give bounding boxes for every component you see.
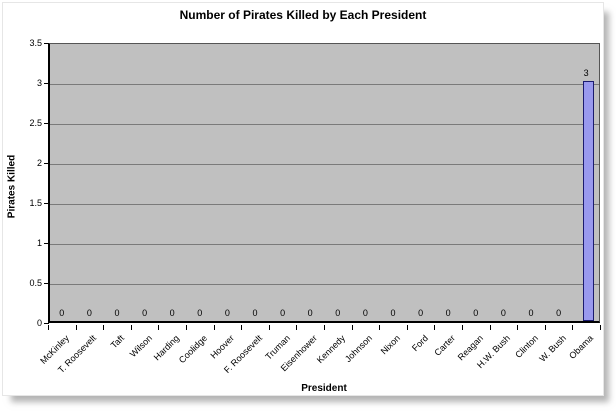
y-tick-mark bbox=[44, 83, 49, 84]
y-tick-label: 1 bbox=[36, 238, 42, 248]
gridline-y-1 bbox=[50, 243, 599, 245]
x-tick-mark bbox=[406, 325, 408, 330]
y-tick-mark bbox=[44, 203, 49, 204]
x-tick-mark bbox=[351, 325, 353, 330]
data-label-johnson: 0 bbox=[362, 308, 368, 318]
x-tick-mark bbox=[130, 325, 132, 330]
x-tick-mark bbox=[324, 325, 325, 330]
x-tick-mark bbox=[517, 325, 519, 330]
y-axis-title: Pirates Killed bbox=[6, 154, 18, 219]
data-label-ford: 0 bbox=[418, 308, 424, 318]
data-label-carter: 0 bbox=[445, 308, 451, 318]
y-tick-label: 1.5 bbox=[29, 198, 42, 208]
data-label-h-w-bush: 0 bbox=[500, 308, 506, 318]
y-tick-mark bbox=[44, 323, 49, 324]
x-tick-mark bbox=[572, 325, 574, 330]
x-tick-mark bbox=[489, 325, 491, 330]
data-label-nixon: 0 bbox=[390, 308, 396, 318]
data-label-kennedy: 0 bbox=[335, 308, 341, 318]
x-tick-mark bbox=[48, 325, 49, 330]
x-tick-mark bbox=[462, 325, 463, 330]
chart-title: Number of Pirates Killed by Each Preside… bbox=[179, 8, 427, 22]
x-tick-mark bbox=[213, 325, 215, 330]
x-tick-mark bbox=[544, 325, 546, 330]
x-axis-title: President bbox=[301, 383, 347, 394]
y-tick-mark bbox=[44, 163, 49, 164]
x-tick-mark bbox=[296, 325, 298, 330]
x-tick-mark bbox=[103, 325, 105, 330]
data-label-truman: 0 bbox=[280, 308, 286, 318]
bar-obama bbox=[582, 81, 594, 321]
x-tick-mark bbox=[434, 325, 436, 330]
x-tick-mark bbox=[241, 325, 243, 330]
gridline-y-1.5 bbox=[50, 203, 599, 205]
y-tick-mark bbox=[44, 43, 49, 44]
chart-frame: Number of Pirates Killed by Each Preside… bbox=[2, 2, 604, 396]
data-label-f-roosevelt: 0 bbox=[252, 308, 258, 318]
y-tick-label: 2.5 bbox=[29, 118, 42, 128]
gridline-y-2.5 bbox=[50, 123, 599, 125]
x-tick-mark bbox=[75, 325, 77, 330]
data-label-coolidge: 0 bbox=[197, 308, 203, 318]
gridline-y-0.5 bbox=[50, 283, 599, 285]
data-label-wilson: 0 bbox=[142, 308, 148, 318]
data-label-reagan: 0 bbox=[473, 308, 479, 318]
data-label-w-bush: 0 bbox=[556, 308, 562, 318]
gridline-y-2 bbox=[50, 163, 599, 165]
y-tick-mark bbox=[44, 123, 49, 124]
x-tick-mark bbox=[186, 325, 187, 330]
data-label-hoover: 0 bbox=[224, 308, 230, 318]
data-label-eisenhower: 0 bbox=[307, 308, 313, 318]
y-tick-label: 0 bbox=[36, 318, 42, 328]
x-tick-mark bbox=[158, 325, 160, 330]
data-label-t-roosevelt: 0 bbox=[86, 308, 92, 318]
gridline-y-3 bbox=[50, 83, 599, 85]
plot-area bbox=[48, 43, 600, 323]
y-tick-mark bbox=[44, 243, 49, 244]
x-tick-mark bbox=[600, 325, 601, 330]
data-label-mckinley: 0 bbox=[59, 308, 65, 318]
y-tick-label: 3.5 bbox=[29, 38, 42, 48]
x-tick-mark bbox=[268, 325, 270, 330]
data-label-taft: 0 bbox=[114, 308, 120, 318]
y-tick-mark bbox=[44, 283, 49, 284]
x-tick-mark bbox=[379, 325, 381, 330]
y-tick-label: 3 bbox=[36, 78, 42, 88]
data-label-harding: 0 bbox=[169, 308, 175, 318]
data-label-clinton: 0 bbox=[528, 308, 534, 318]
y-tick-label: 0.5 bbox=[29, 278, 42, 288]
y-tick-label: 2 bbox=[36, 158, 42, 168]
data-label-obama: 3 bbox=[583, 68, 589, 78]
